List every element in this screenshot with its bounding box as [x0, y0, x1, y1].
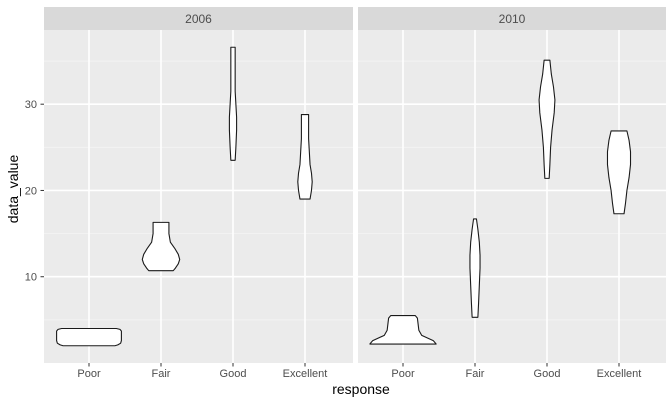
- x-tick-label: Poor: [391, 368, 415, 380]
- x-tick-label: Fair: [466, 368, 485, 380]
- panel-2010: 2010 Poor Fair Good Excellent: [358, 7, 666, 380]
- panel-2006: 2006 Poor Fair Good Excellent: [44, 7, 353, 380]
- facet-strip: [358, 7, 666, 30]
- y-axis-title: data_value: [5, 155, 21, 224]
- violin-fair-2010: [469, 218, 481, 318]
- x-tick-label: Excellent: [283, 368, 328, 380]
- facet-strip: [44, 7, 353, 30]
- y-tick-label: 20: [25, 185, 37, 197]
- facet-strip-label: 2006: [185, 12, 212, 26]
- violin-poor-2006: [56, 327, 122, 347]
- violin-good-2010: [538, 59, 556, 179]
- y-tick-label: 30: [25, 99, 37, 111]
- violin-excellent-2010: [606, 130, 632, 215]
- violin-poor-2010: [369, 315, 437, 345]
- x-tick-label: Fair: [152, 368, 171, 380]
- violin-good-2006: [228, 46, 238, 161]
- facet-strip-label: 2010: [499, 12, 526, 26]
- x-tick-label: Good: [220, 368, 247, 380]
- violin-excellent-2006: [297, 113, 313, 200]
- x-tick-label: Excellent: [597, 368, 642, 380]
- x-axis-title: response: [332, 381, 390, 397]
- x-tick-label: Good: [534, 368, 561, 380]
- violin-fair-2006: [141, 221, 181, 272]
- y-tick-label: 10: [25, 272, 37, 284]
- x-tick-label: Poor: [77, 368, 101, 380]
